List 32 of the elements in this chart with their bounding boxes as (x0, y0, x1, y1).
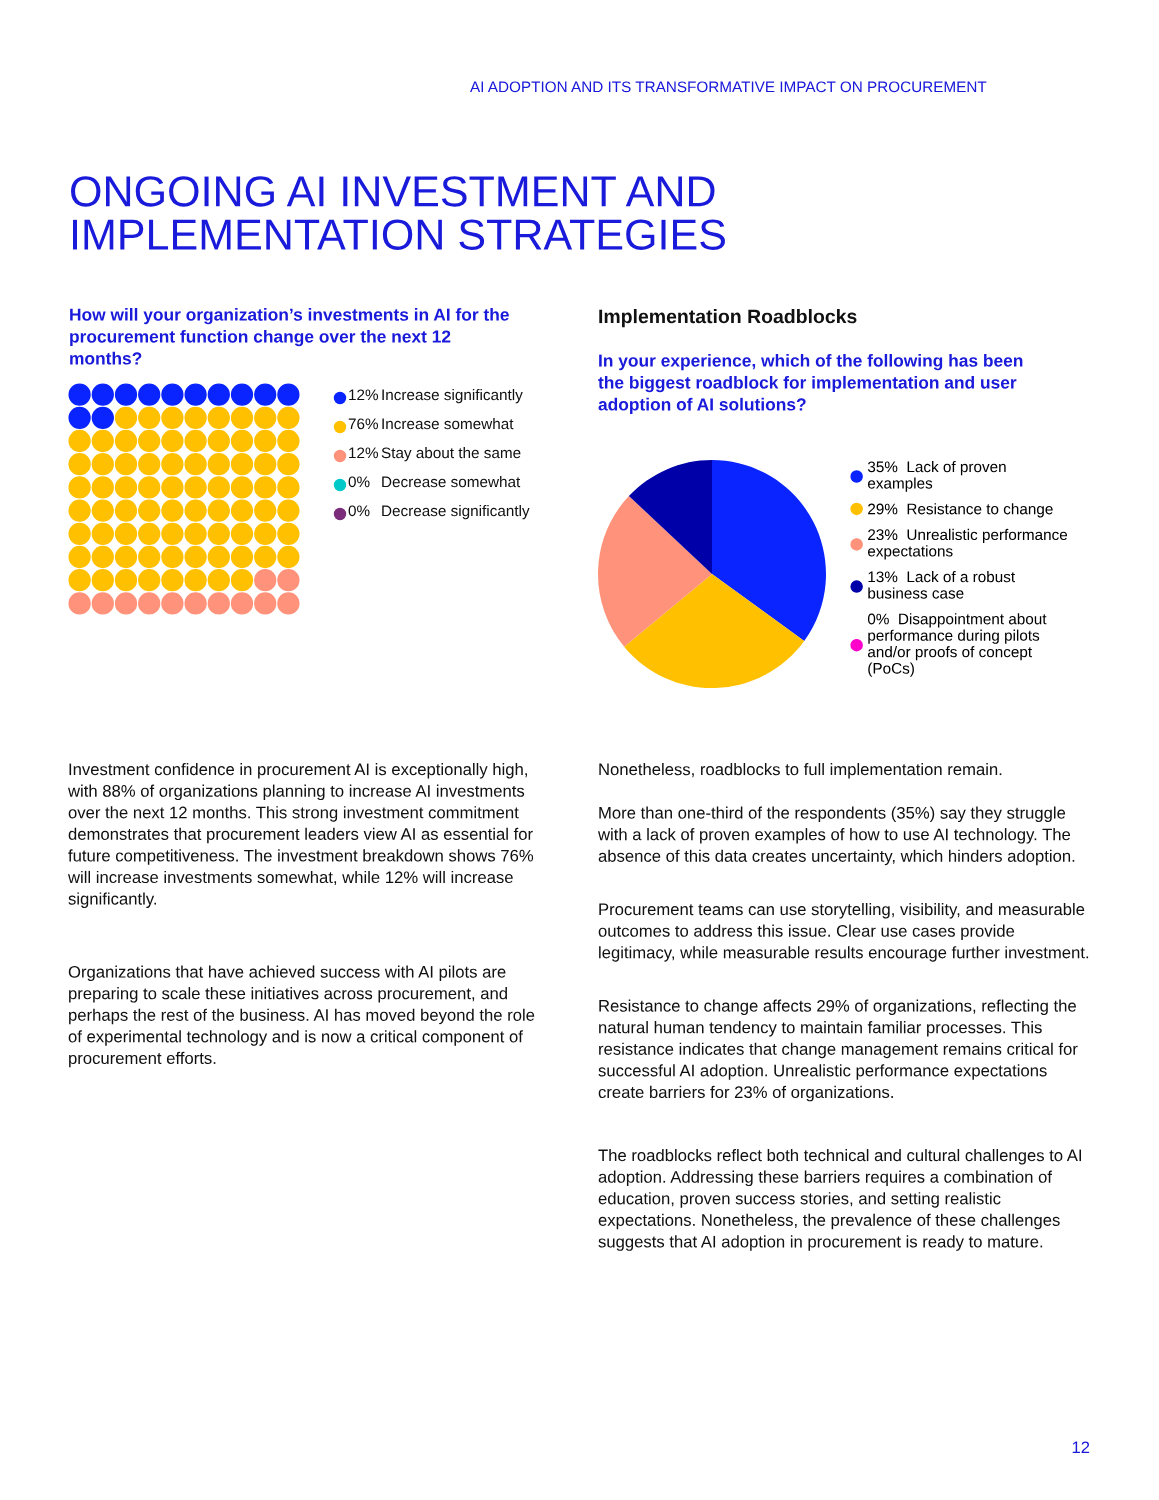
text: More than one-third of the respondents (35%) say they struggle with a lack of proven examples of how to use AI technology. The absence of this data creates uncertainty, which hinders adoption. (597, 806, 1075, 866)
text: AI ADOPTION AND ITS TRANSFORMATIVE IMPACT ON PROCUREMENT (470, 81, 987, 93)
chart-subtitle: In your experience, which of the following has been the biggest roadblock for implementation and user adoption of AI solutions? (598, 354, 1023, 415)
chart-title: Implementation Roadblocks (599, 309, 857, 328)
legend-label: 35% Lack of proven examples (867, 461, 1006, 492)
text: Procurement teams can use storytelling, visibility, and measurable outcomes to address this issue. Clear use cases provide legitimacy, while measurable results encourage further investment. (598, 903, 1089, 962)
text: Organizations that have achieved success with AI pilots are preparing to scale these initiatives across procurement, and perhaps the rest of the business. AI has moved beyond the role of experimental technology and is now a critical component of procurement efforts. (68, 965, 535, 1068)
text: 12 (1072, 1441, 1090, 1454)
data-label: 12% (349, 447, 379, 459)
legend-label: 13% Lack of a robust business case (868, 571, 1015, 599)
text: How will your organization’s investments in AI for the procurement function change over the next 12 months? (70, 308, 509, 365)
category-label: Decrease significantly (382, 505, 530, 520)
text: ONGOING AI INVESTMENT AND IMPLEMENTATION STRATEGIES (71, 176, 725, 250)
pie-slice (624, 574, 805, 688)
pie-slice (712, 460, 826, 642)
category-label: Increase somewhat (382, 418, 514, 430)
data-label: 12% (349, 389, 379, 401)
pie-slice (628, 460, 712, 574)
text: Nonetheless, roadblocks to full implementation remain. (599, 763, 1002, 779)
legend-label: 29% Resistance to change (868, 503, 1053, 518)
category-label: Stay about the same (381, 447, 521, 462)
pie-slice (598, 495, 712, 647)
legend-label: 0% Disappointment about performance during pilots and/or proofs of concept (PoCs) (867, 613, 1047, 677)
text: Resistance to change affects 29% of organizations, reflecting the natural human tendency to maintain familiar processes. This resistance indicates that change management remains critical for successful AI adoption. Unrealistic performance expectations create barriers for 23% of organizations. (598, 999, 1078, 1102)
category-label: Decrease somewhat (382, 476, 521, 488)
data-label: 0% (348, 505, 370, 517)
data-label: 0% (348, 476, 370, 488)
text: Investment confidence in procurement AI is exceptionally high, with 88% of organizations planning to increase AI investments over the next 12 months. This strong investment commitment demonstrates that procurement leaders view AI as essential for future competitiveness. The investment breakdown shows 76% will increase investments somewhat, while 12% will increase significantly. (67, 763, 534, 908)
legend-label: 23% Unrealistic performance expectations (867, 528, 1068, 560)
category-label: Increase significantly (382, 389, 523, 404)
text: The roadblocks reflect both technical and cultural challenges to AI adoption. Addressing these barriers requires a combination of education, proven success stories, and setting realistic expectations. Nonetheless, the prevalence of these challenges suggests that AI adoption in procurement is ready to mature. (598, 1149, 1082, 1251)
data-label: 76% (348, 418, 379, 430)
